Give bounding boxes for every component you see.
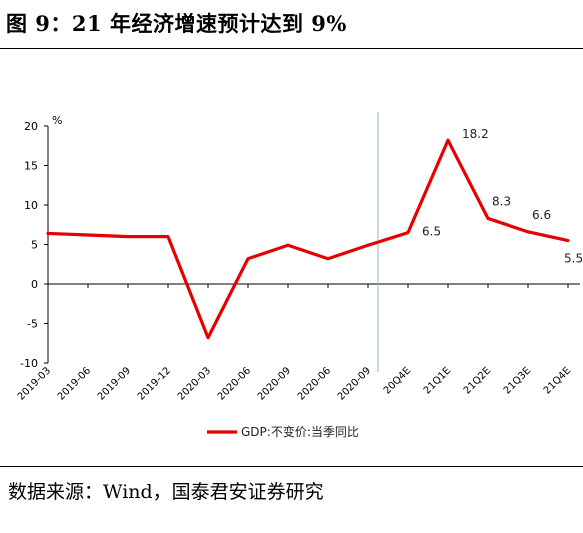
data-label: 18.2 [462,127,489,141]
title-rule [0,48,583,49]
x-tick-label: 2020-03 [176,365,213,402]
y-tick-label: 15 [24,160,38,173]
x-tick-label: 21Q4E [542,365,573,396]
y-tick-label: 10 [24,199,38,212]
data-label: 8.3 [492,194,511,208]
x-tick-label: 2020-09 [256,365,293,402]
y-tick-label: -5 [27,318,38,331]
x-tick-label: 2019-09 [96,365,133,402]
x-tick-label: 2020-09 [336,365,373,402]
x-tick-label: 2019-03 [16,365,53,402]
figure-title: 图 9：21 年经济增速预计达到 9% [6,11,347,36]
x-tick-label: 2020-06 [296,365,333,402]
y-tick-label: 5 [31,239,38,252]
x-tick-label: 21Q3E [502,365,533,396]
x-tick-label: 20Q4E [382,365,413,396]
x-tick-label: 21Q2E [462,365,493,396]
y-tick-label: 20 [24,120,38,133]
x-tick-label: 21Q1E [422,365,453,396]
data-label: 5.5 [564,252,583,266]
source-rule [0,466,583,467]
x-tick-label: 2019-06 [56,365,93,402]
y-axis-unit: % [52,114,62,127]
source-note: 数据来源：Wind，国泰君安证券研究 [8,481,324,503]
y-tick-label: -10 [20,357,38,370]
gdp-series-line [46,138,570,340]
data-label: 6.5 [422,225,441,239]
x-tick-label: 2020-06 [216,365,253,402]
legend-label: GDP:不变价:当季同比 [241,424,359,439]
x-tick-label: 2019-12 [136,365,173,402]
data-label: 6.6 [532,208,551,222]
y-tick-label: 0 [31,278,38,291]
line-chart: -10 -5 0 5 10 15 20 % 2019-03 2019-06 2019-09 2019-… [16,112,583,439]
